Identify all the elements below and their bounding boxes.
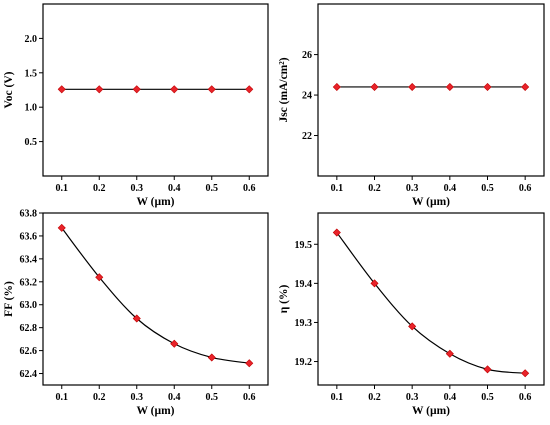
y-axis-label: Voc (V) [3,71,15,108]
data-point-marker [332,82,341,91]
y-tick-label: 0.5 [25,137,38,148]
y-tick-label: 1.5 [25,68,38,79]
data-point-marker [170,339,179,348]
data-point-marker [207,353,216,362]
y-tick-label: 22 [302,131,312,142]
plot-frame [42,212,269,386]
data-point-marker [483,82,492,91]
x-tick-label: 0.6 [243,392,256,403]
x-tick-label: 0.5 [206,392,219,403]
y-axis-label: Jsc (mA/cm²) [278,57,290,122]
y-tick-label: 62.6 [20,346,38,357]
data-point-marker [483,365,492,374]
data-point-marker [332,228,341,237]
data-point-marker [408,322,417,331]
data-point-marker [57,85,66,94]
x-tick-label: 0.1 [331,183,344,194]
series-line [61,227,250,364]
x-tick-label: 0.3 [406,183,419,194]
x-axis-label: W (µm) [136,405,174,417]
x-tick-label: 0.2 [93,183,106,194]
data-point-marker [445,349,454,358]
x-axis-label: W (µm) [412,196,450,208]
x-tick-label: 0.6 [519,392,532,403]
chart-panel-3: 0.1 0.2 0.3 0.4 0.5 0.6 62.4 62.6 62.8 63.0 63.2 63… [3,209,269,417]
data-point-marker [170,85,179,94]
plot-frame [317,212,545,386]
data-point-marker [207,85,216,94]
x-tick-label: 0.3 [131,392,144,403]
x-tick-label: 0.2 [368,183,381,194]
x-tick-label: 0.2 [368,392,381,403]
x-tick-label: 0.1 [56,183,69,194]
data-point-marker [95,85,104,94]
data-point-marker [132,314,141,323]
x-tick-label: 0.4 [444,392,457,403]
y-tick-label: 1.0 [25,103,38,114]
x-tick-label: 0.6 [519,183,532,194]
y-tick-label: 19.4 [295,279,313,290]
plot-frame [42,3,269,177]
x-tick-label: 0.1 [56,392,69,403]
data-point-marker [408,82,417,91]
x-tick-label: 0.6 [243,183,256,194]
data-point-marker [57,223,66,232]
data-point-marker [370,82,379,91]
series-line [336,232,526,374]
y-tick-label: 62.4 [20,369,38,380]
y-axis-label: η (%) [278,285,290,314]
y-tick-label: 63.6 [20,231,38,242]
plot-frame [317,3,545,177]
x-tick-label: 0.5 [481,392,494,403]
x-tick-label: 0.5 [206,183,219,194]
y-tick-label: 62.8 [20,323,38,334]
x-tick-label: 0.4 [444,183,457,194]
x-tick-label: 0.4 [168,183,181,194]
chart-panel-1: 0.1 0.2 0.3 0.4 0.5 0.6 0.5 1.0 1.5 2.0 W (µm) Voc … [3,3,269,208]
x-axis-label: W (µm) [136,196,174,208]
data-point-marker [245,85,254,94]
x-tick-label: 0.5 [481,183,494,194]
x-tick-label: 0.4 [168,392,181,403]
data-point-marker [245,359,254,368]
y-tick-label: 63.2 [20,277,38,288]
y-tick-label: 19.2 [295,357,313,368]
x-tick-label: 0.2 [93,392,106,403]
x-axis-label: W (µm) [412,405,450,417]
y-tick-label: 19.5 [295,240,313,251]
chart-panel-4: 0.1 0.2 0.3 0.4 0.5 0.6 19.2 19.3 19.4 19.5 W (µm)… [278,212,545,417]
y-tick-label: 63.0 [20,300,38,311]
y-tick-label: 19.3 [295,318,313,329]
y-tick-label: 26 [302,50,312,61]
y-tick-label: 63.8 [20,209,38,220]
data-point-marker [521,82,530,91]
data-point-marker [370,279,379,288]
data-point-marker [445,82,454,91]
x-tick-label: 0.1 [331,392,344,403]
y-tick-label: 63.4 [20,254,38,265]
y-tick-label: 2.0 [25,34,38,45]
data-point-marker [521,369,530,378]
y-tick-label: 24 [302,91,312,102]
x-tick-label: 0.3 [131,183,144,194]
chart-panel-2: 0.1 0.2 0.3 0.4 0.5 0.6 22 24 26 W (µm) Jsc (mA/cm… [278,3,545,208]
y-axis-label: FF (%) [3,281,15,317]
x-tick-label: 0.3 [406,392,419,403]
data-point-marker [95,273,104,282]
data-point-marker [132,85,141,94]
